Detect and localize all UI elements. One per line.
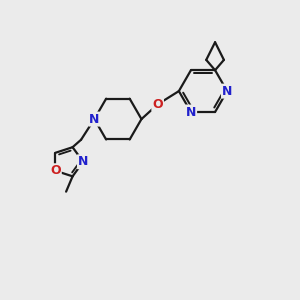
Text: N: N [78, 155, 88, 168]
Text: N: N [222, 85, 232, 98]
Text: N: N [186, 106, 196, 118]
Text: O: O [50, 164, 61, 177]
Text: N: N [89, 112, 100, 126]
Text: O: O [152, 98, 163, 111]
